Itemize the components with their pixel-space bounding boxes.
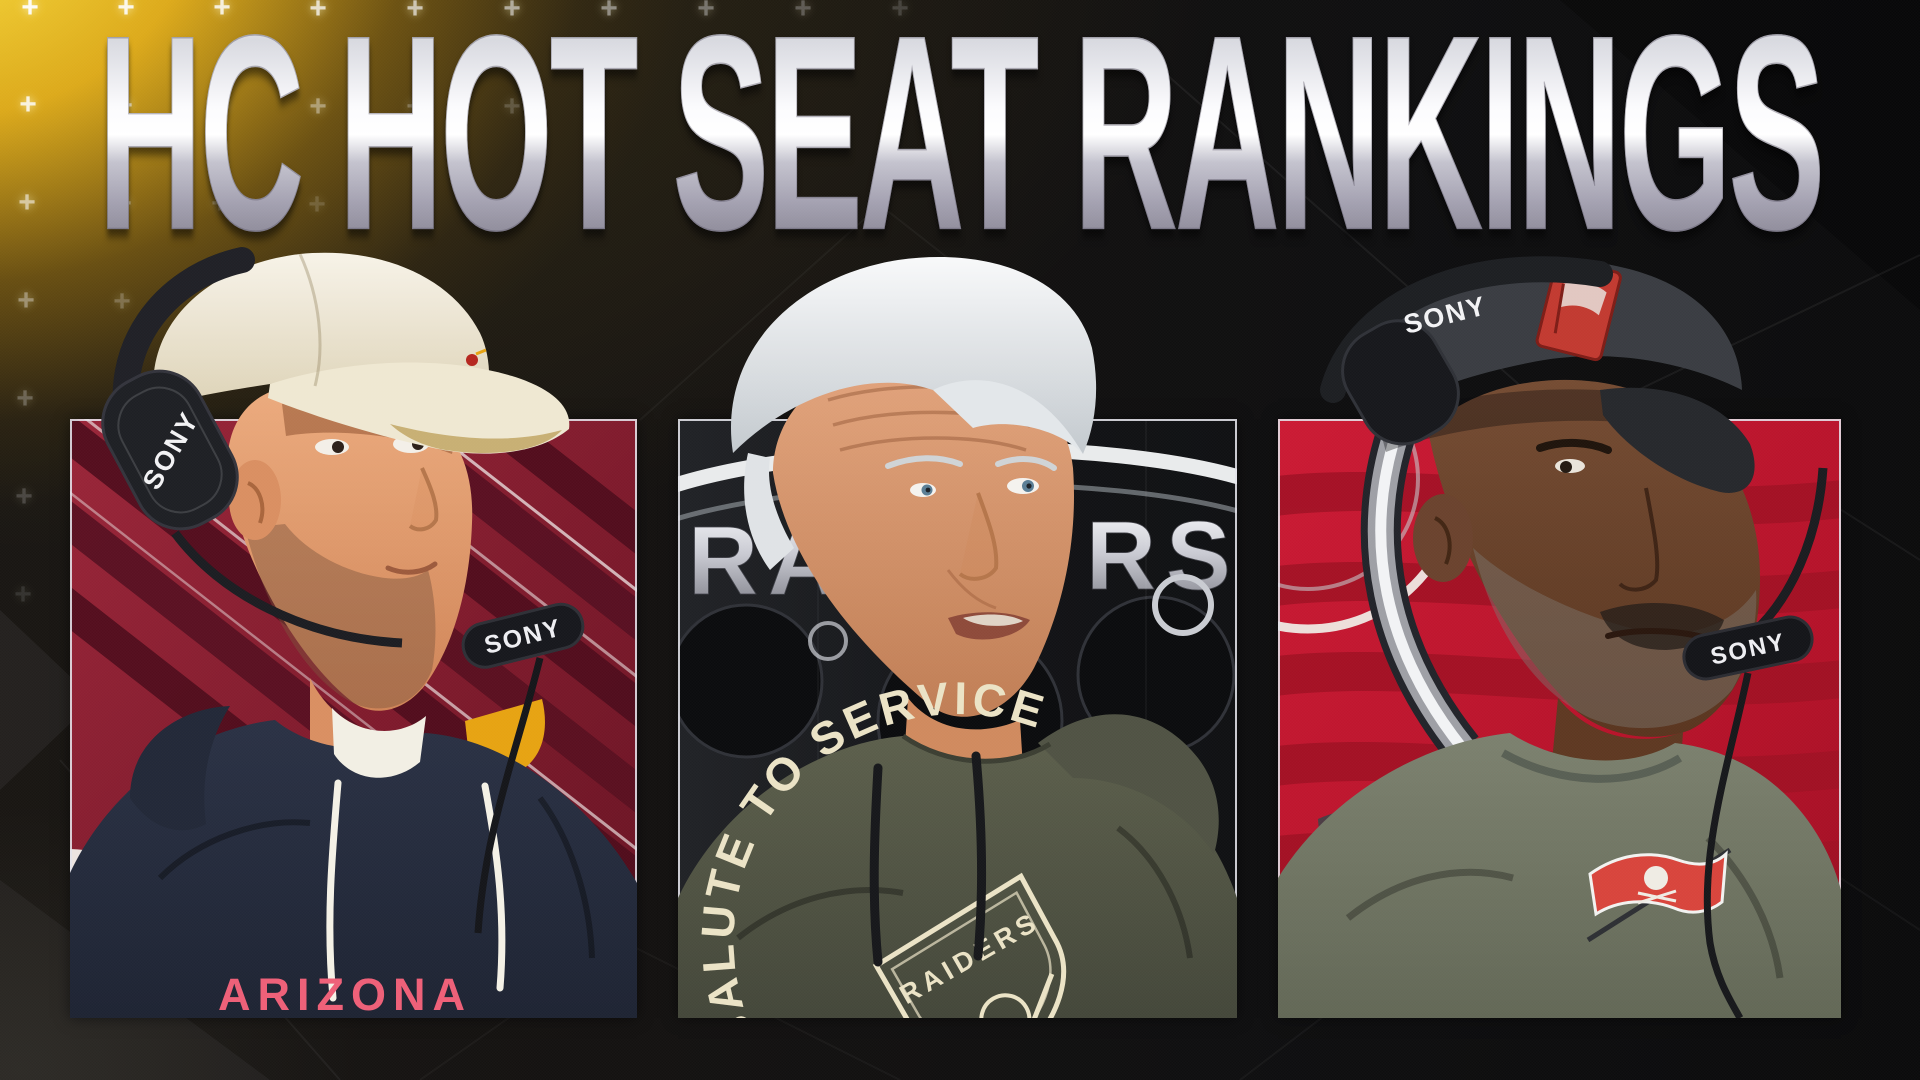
hoodie-drawstring xyxy=(481,782,506,992)
hood-pile xyxy=(1038,714,1219,854)
coach-mouth xyxy=(385,561,438,575)
sparkle-plus-icon: + xyxy=(406,90,424,124)
coach-sideburn xyxy=(744,453,794,570)
sparkle-plus-icon: + xyxy=(15,480,33,513)
sparkle-plus-icon: + xyxy=(309,0,327,26)
sparkle-plus-icon: + xyxy=(794,0,812,26)
coach-beard xyxy=(1473,548,1757,729)
sparkle-plus-icon: + xyxy=(503,90,521,124)
sparkle-plus-icon: + xyxy=(406,0,424,26)
sony-headset-earcup xyxy=(1341,319,1460,446)
sony-headset-mic: SONY xyxy=(461,602,585,669)
sparkle-plus-icon: + xyxy=(115,89,133,123)
coach-portrait-cardinals: SONY SONY ARIZONA xyxy=(70,247,637,1018)
sparkle-plus-icon: + xyxy=(212,89,230,123)
title-banner: HC HOT SEAT RANKINGS xyxy=(97,0,1825,273)
sparkle-plus-icon: + xyxy=(113,285,131,318)
sparkle-plus-icon: + xyxy=(17,284,35,317)
sparkle-plus-icon: + xyxy=(16,382,34,415)
sparkle-plus-icon: + xyxy=(19,88,37,121)
coach-hair xyxy=(730,257,1097,454)
sparkle-plus-icon: + xyxy=(14,578,32,611)
cap-brim xyxy=(268,362,570,454)
coach-portrait-buccaneers: SONY SONY xyxy=(1278,256,1841,1018)
hoodie-drawstring xyxy=(326,779,342,1002)
sparkle-plus-icon: + xyxy=(697,0,715,26)
sparkle-plus-icon: + xyxy=(308,188,326,222)
hoodie-drawstring xyxy=(971,751,987,961)
sparkle-plus-icon: + xyxy=(309,90,327,124)
sparkle-plus-icon: + xyxy=(600,0,618,26)
headset-cord xyxy=(474,657,544,934)
sparkle-plus-icon: + xyxy=(21,0,39,24)
coach-portrait-raiders: SALUTE TO SERVICE RAIDERS xyxy=(678,257,1237,1018)
hoodie-drawstring xyxy=(869,763,883,967)
cap-brim xyxy=(1600,387,1755,493)
photo-card-cardinals: SONY SONY ARIZONA xyxy=(70,247,637,1018)
coach-nose xyxy=(408,467,439,532)
coach-hoodie xyxy=(70,720,637,1018)
sparkle-plus-icon: + xyxy=(503,0,521,26)
headset-boom-arm xyxy=(171,530,403,648)
headset-boom-arm xyxy=(1748,467,1828,638)
photo-card-buccaneers: SONY SONY xyxy=(1278,256,1841,1018)
arizona-wordmark: ARIZONA xyxy=(218,969,472,1018)
sony-headset-mic: SONY xyxy=(1682,615,1814,681)
coach-hoodie xyxy=(678,736,1237,1018)
sparkle-plus-icon: + xyxy=(213,0,231,25)
headset-cord xyxy=(1703,672,1752,1018)
tee-neckline xyxy=(1501,749,1683,783)
sparkle-plus-icon: + xyxy=(114,187,132,221)
sparkle-plus-icon: + xyxy=(891,0,909,26)
coach-ear xyxy=(229,460,281,540)
page-title: HC HOT SEAT RANKINGS xyxy=(97,0,1825,273)
photo-card-raiders: RA RS xyxy=(678,257,1237,1018)
sparkle-plus-icon: + xyxy=(18,186,36,219)
coach-tee xyxy=(1278,733,1841,1018)
coach-stubble xyxy=(245,524,436,709)
coach-ear xyxy=(1413,494,1473,582)
cap-brim-underside xyxy=(390,424,562,454)
sparkle-plus-icon: + xyxy=(211,187,229,221)
sony-headset-earcup: SONY xyxy=(101,369,239,531)
coach-face xyxy=(227,384,473,711)
sign-speaker-circle xyxy=(678,603,824,759)
sign-ring xyxy=(1152,574,1214,636)
coach-nose xyxy=(1618,487,1660,592)
coach-nose xyxy=(958,492,999,581)
tee-collar xyxy=(332,708,426,778)
sparkle-plus-icon: + xyxy=(117,0,135,25)
coach-brows xyxy=(885,455,1057,471)
